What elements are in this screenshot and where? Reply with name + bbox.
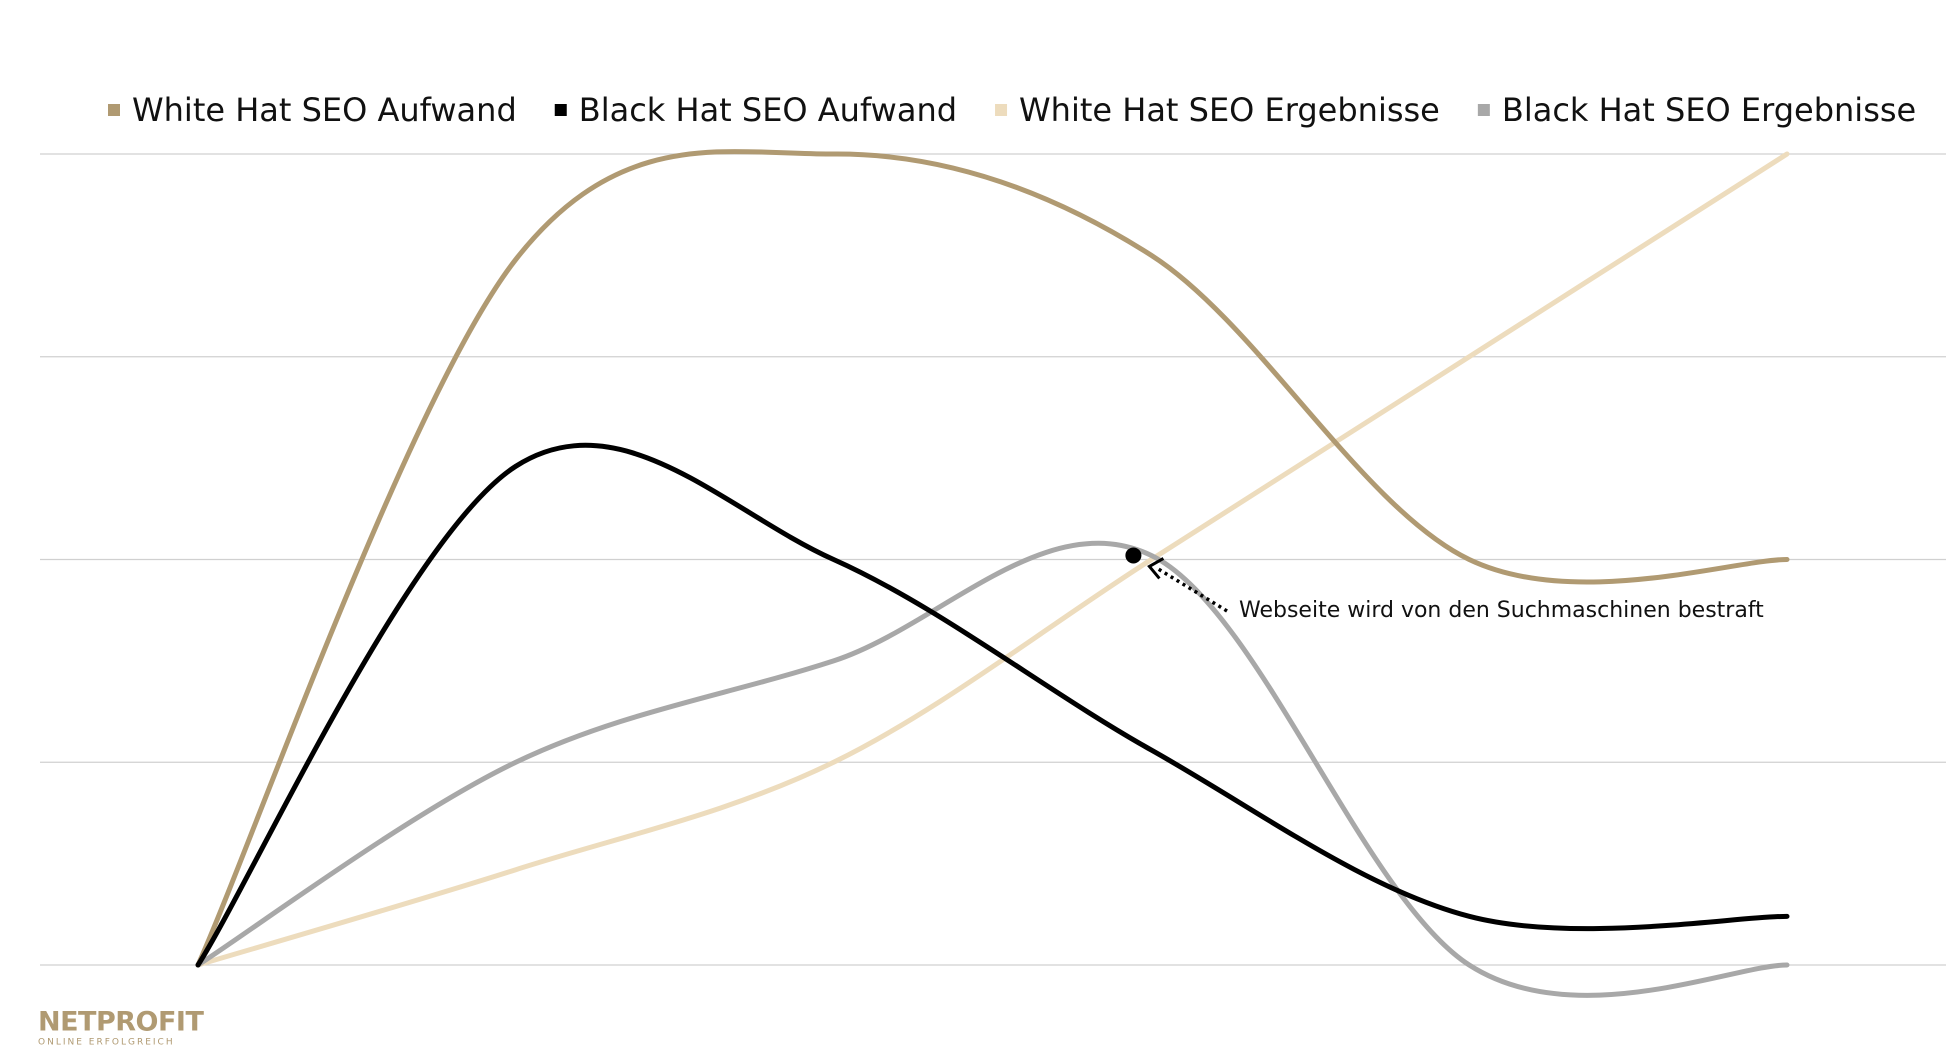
legend-marker <box>554 104 567 116</box>
legend-label: Black Hat SEO Aufwand <box>579 91 957 129</box>
series-line <box>195 442 1790 968</box>
series-line <box>195 151 1790 968</box>
annotation-arrowhead <box>1147 557 1165 580</box>
legend-label: White Hat SEO Ergebnisse <box>1019 91 1440 129</box>
legend-marker <box>108 104 120 116</box>
legend-marker <box>1477 104 1490 116</box>
annotation-text: Webseite wird von den Suchmaschinen best… <box>1239 598 1764 623</box>
annotation-dot <box>1125 547 1142 564</box>
series-line <box>195 149 1790 968</box>
logo-name: NETPROFIT <box>38 1007 204 1038</box>
logo-tagline: ONLINE ERFOLGREICH <box>38 1038 175 1048</box>
legend-marker <box>995 104 1008 116</box>
series-line <box>195 540 1790 998</box>
legend-label: White Hat SEO Aufwand <box>132 91 517 129</box>
annotation-arrow <box>1156 566 1228 613</box>
legend-label: Black Hat SEO Ergebnisse <box>1502 91 1916 129</box>
